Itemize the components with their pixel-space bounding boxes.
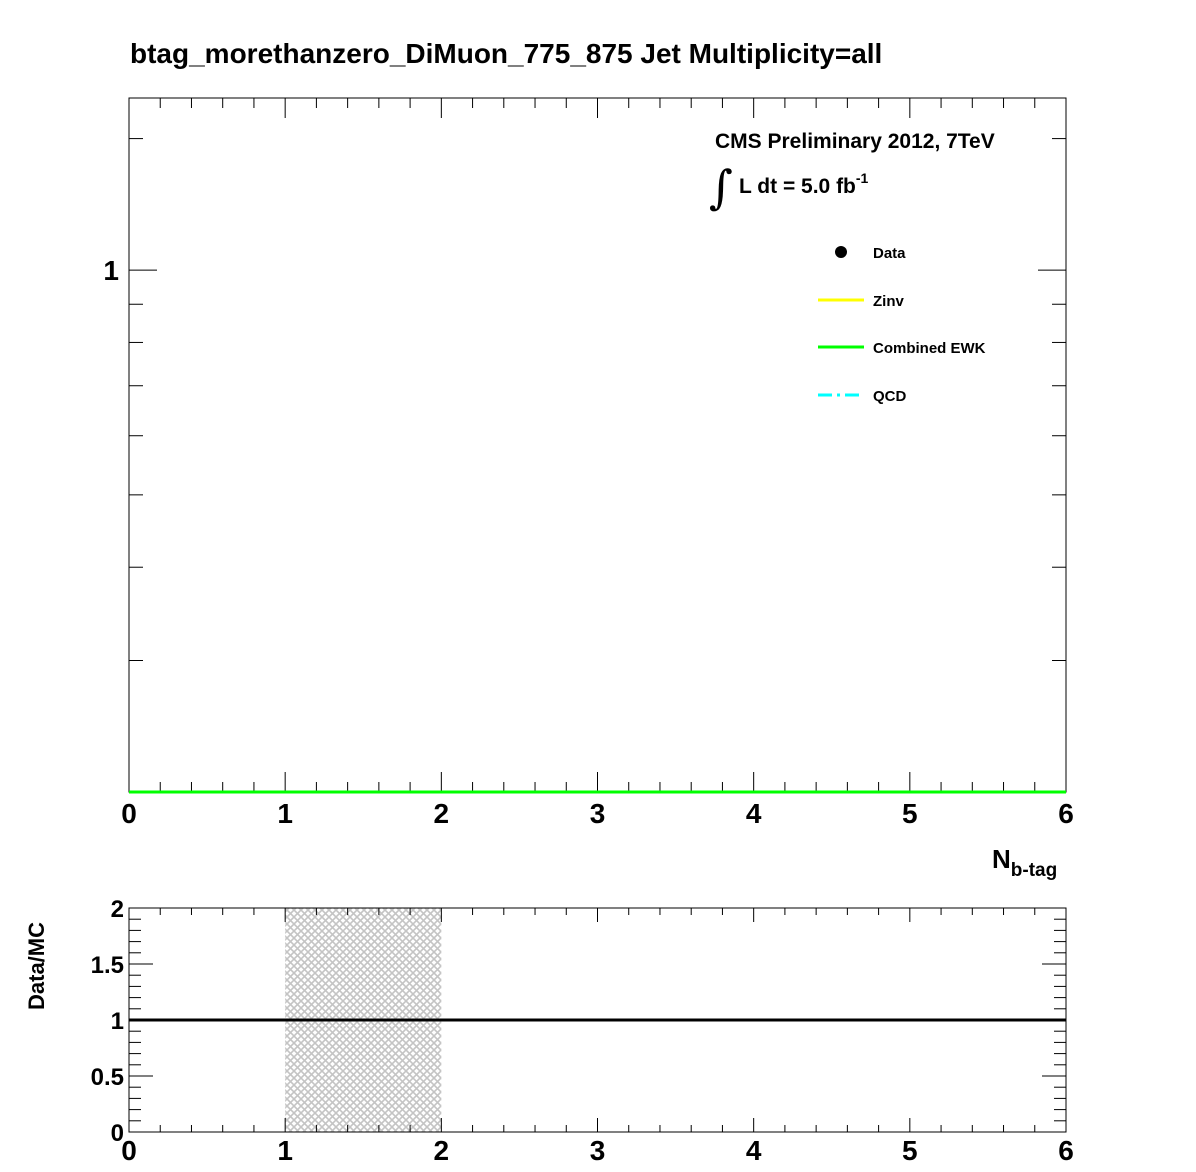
x-tick-label: 1 [277,798,293,829]
luminosity-label: L dt = 5.0 fb-1 [739,170,869,198]
ratio-x-tick-label: 1 [277,1135,293,1166]
ratio-y-tick-labels: 0 0.5 1 1.5 2 [91,896,124,1147]
ratio-x-tick-labels: 0 1 2 3 4 5 6 [121,1135,1074,1166]
x-tick-label: 4 [746,798,762,829]
ratio-y-tick-label: 2 [111,896,124,923]
ratio-y-tick-label: 0 [111,1120,124,1147]
x-tick-label: 5 [902,798,918,829]
legend: Data Zinv Combined EWK QCD [818,245,986,405]
ratio-y-tick-label: 1.5 [91,952,124,979]
x-tick-label: 3 [590,798,606,829]
legend-label-ewk: Combined EWK [873,340,986,357]
ratio-y-axis-label: Data/MC [24,922,49,1010]
y-tick-label: 1 [103,255,119,286]
ratio-axis-ticks [128,907,1067,1133]
legend-label-zinv: Zinv [873,293,904,310]
legend-data-marker [835,246,847,258]
x-tick-label: 0 [121,798,137,829]
experiment-label: CMS Preliminary 2012, 7TeV [715,130,995,153]
main-y-tick-labels: 1 [103,255,119,286]
main-x-tick-labels: 0 1 2 3 4 5 6 [121,798,1074,829]
ratio-y-tick-label: 0.5 [91,1064,124,1091]
legend-label-qcd: QCD [873,388,907,405]
chart-title: btag_morethanzero_DiMuon_775_875 Jet Mul… [130,38,882,69]
ratio-panel: 0 1 2 3 4 5 6 0 0.5 1 1.5 2 Data/MC [24,896,1074,1166]
main-panel: 0 1 2 3 4 5 6 1 Nb-tag CMS Preliminary 2012, 7… [103,97,1074,881]
main-plot-frame [128,97,1067,793]
x-tick-label: 6 [1058,798,1074,829]
ratio-x-tick-label: 0 [121,1135,137,1166]
legend-label-data: Data [873,245,906,262]
ratio-x-tick-label: 3 [590,1135,606,1166]
main-axis-ticks [128,98,1067,793]
ratio-x-tick-label: 5 [902,1135,918,1166]
ratio-x-tick-label: 6 [1058,1135,1074,1166]
x-axis-label: Nb-tag [992,844,1057,881]
ratio-x-tick-label: 4 [746,1135,762,1166]
integral-sign: ∫ [709,160,733,214]
ratio-x-tick-label: 2 [434,1135,450,1166]
x-tick-label: 2 [434,798,450,829]
ratio-y-tick-label: 1 [111,1008,124,1035]
